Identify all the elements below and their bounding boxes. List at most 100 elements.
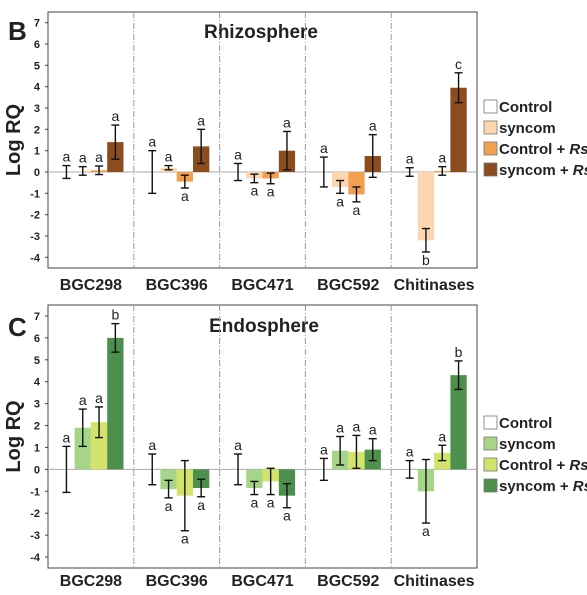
significance-label: a (283, 114, 291, 130)
y-tick-label: 0 (34, 464, 40, 476)
bar (417, 172, 435, 241)
significance-label: a (406, 444, 414, 460)
significance-label: a (353, 418, 361, 434)
significance-label: a (406, 151, 414, 167)
legend-swatch (483, 162, 498, 177)
significance-label: a (197, 112, 205, 128)
legend-label: syncom + Rs (499, 478, 587, 495)
significance-label: b (111, 307, 119, 323)
plot-frame (47, 304, 478, 569)
panel-letter: C (8, 312, 27, 342)
legend-label-italic: Rs (569, 141, 587, 158)
y-tick-label: 3 (34, 103, 40, 115)
y-tick-label: -1 (30, 486, 40, 498)
y-tick-label: -4 (30, 252, 41, 264)
y-axis-label: Log RQ (3, 104, 25, 176)
legend-swatch (483, 99, 498, 114)
y-tick-label: 2 (34, 124, 40, 136)
y-tick-label: 1 (34, 442, 40, 454)
significance-label: a (79, 392, 87, 408)
significance-label: a (165, 498, 173, 514)
significance-label: a (95, 390, 103, 406)
y-tick-label: 4 (34, 377, 41, 389)
legend-swatch (483, 415, 498, 430)
bar (90, 422, 108, 470)
legend-label: syncom (499, 120, 556, 137)
x-tick-label: BGC592 (317, 277, 379, 294)
y-axis-label: Log RQ (3, 400, 25, 472)
panel-title: Endosphere (209, 316, 319, 337)
significance-label: a (369, 422, 377, 438)
y-tick-label: -3 (30, 231, 40, 243)
significance-label: a (283, 508, 291, 524)
bar (246, 469, 263, 489)
y-tick-label: -1 (30, 188, 40, 200)
y-tick-label: 1 (34, 146, 40, 158)
legend-label-italic: Rs (573, 162, 587, 179)
legend-swatch (483, 457, 498, 472)
legend-label: syncom + Rs (499, 162, 587, 179)
significance-label: a (197, 497, 205, 513)
x-tick-label: BGC396 (146, 573, 208, 590)
bar (278, 469, 296, 496)
significance-label: a (369, 118, 377, 134)
significance-label: a (336, 193, 344, 209)
significance-label: a (148, 134, 156, 150)
legend-swatch (483, 141, 498, 156)
legend-label-italic: Rs (569, 457, 587, 474)
legend-label: Control (499, 99, 552, 116)
legend-label: Control (499, 415, 552, 432)
x-tick-label: BGC298 (60, 573, 122, 590)
x-tick-label: Chitinases (394, 573, 475, 590)
significance-label: a (422, 523, 430, 539)
significance-label: a (111, 108, 119, 124)
bar (74, 427, 91, 470)
significance-label: a (353, 202, 361, 218)
legend-label: Control + Rs (499, 141, 587, 158)
y-tick-label: 6 (34, 39, 40, 51)
panel-letter: B (8, 16, 27, 46)
significance-label: a (438, 428, 446, 444)
bar (331, 172, 349, 187)
y-tick-label: -3 (30, 530, 40, 542)
significance-label: a (320, 441, 328, 457)
y-tick-label: 6 (34, 333, 40, 345)
significance-label: b (422, 252, 430, 268)
significance-label: a (267, 495, 275, 511)
x-tick-label: BGC471 (231, 573, 293, 590)
x-tick-label: BGC396 (146, 277, 208, 294)
significance-label: a (165, 149, 173, 165)
y-tick-label: 5 (34, 60, 40, 72)
legend-swatch (483, 478, 498, 493)
plot-frame (47, 11, 478, 269)
y-tick-label: 4 (34, 82, 41, 94)
significance-label: a (250, 495, 258, 511)
y-tick-label: 7 (34, 18, 40, 30)
y-tick-label: 5 (34, 355, 40, 367)
y-tick-label: -2 (30, 210, 40, 222)
legend-label: syncom (499, 436, 556, 453)
significance-label: a (95, 149, 103, 165)
y-tick-label: -4 (30, 552, 41, 564)
significance-label: a (320, 140, 328, 156)
bar (107, 337, 124, 470)
panel-title: Rhizosphere (204, 22, 318, 43)
bar (450, 87, 467, 172)
y-tick-label: 7 (34, 311, 40, 323)
significance-label: a (181, 531, 189, 547)
significance-label: a (181, 188, 189, 204)
significance-label: a (336, 420, 344, 436)
significance-label: b (455, 344, 463, 360)
legend-swatch (483, 120, 498, 135)
legend-swatch (483, 436, 498, 451)
bar (450, 375, 467, 470)
significance-label: a (63, 149, 71, 165)
significance-label: a (438, 150, 446, 166)
y-tick-label: 3 (34, 399, 40, 411)
significance-label: a (63, 429, 71, 445)
legend-label: Control + Rs (499, 457, 587, 474)
significance-label: a (79, 150, 87, 166)
